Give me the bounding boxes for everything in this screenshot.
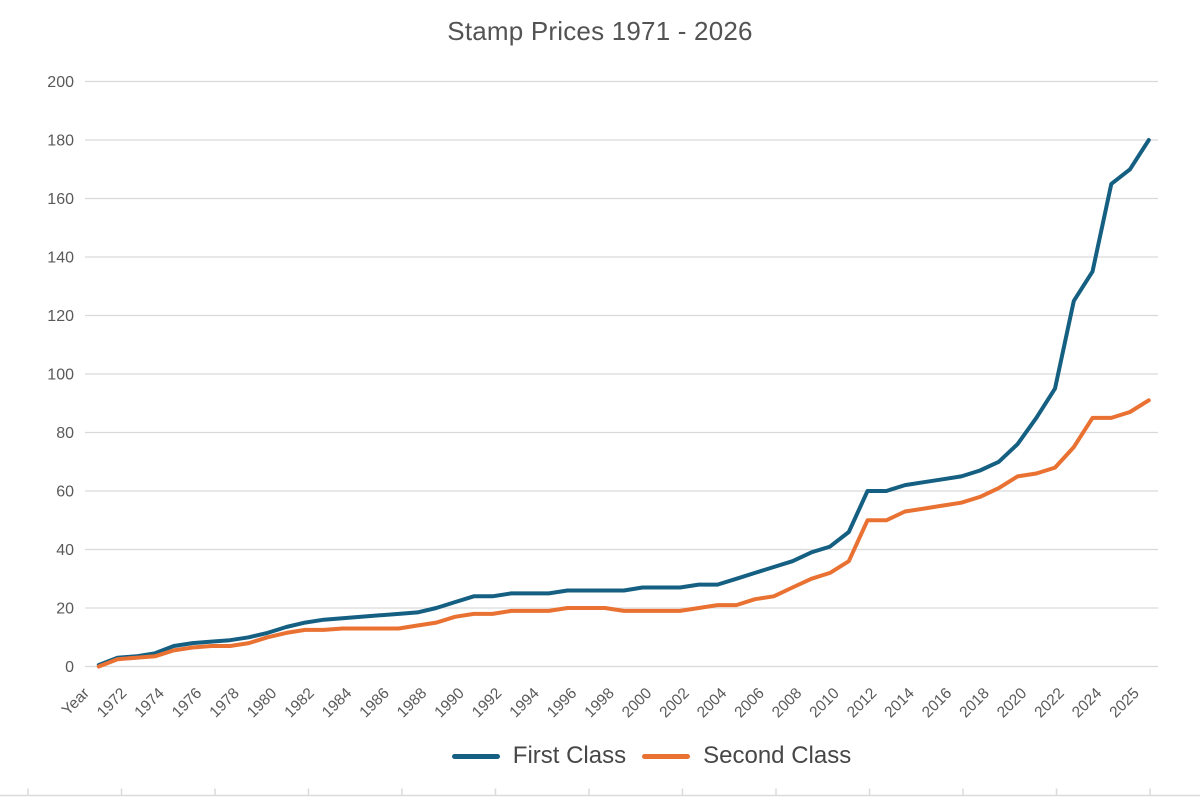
x-tick-label: Year: [59, 685, 93, 719]
x-tick-label: 2004: [694, 685, 731, 722]
series-line-second-class: [96, 398, 1151, 669]
x-tick-label: 2025: [1106, 685, 1142, 721]
series-line-first-class: [96, 138, 1151, 667]
x-tick-label: 1978: [206, 685, 242, 721]
x-tick-label: 2018: [956, 685, 992, 721]
x-tick-label: 1984: [319, 685, 356, 722]
x-tick-label: 1992: [469, 685, 505, 721]
x-tick-label: 2014: [881, 685, 918, 722]
legend-line-swatch: [642, 753, 691, 759]
x-axis-labels: Year 1972 1974 1976 1978 1980 1982 1984 1986 1988…: [59, 685, 1143, 722]
x-tick-label: 2012: [844, 685, 880, 721]
x-tick-label: 1990: [431, 685, 468, 722]
x-tick-label: 1994: [506, 685, 543, 722]
legend-label: Second Class: [703, 742, 852, 769]
legend-item-second-class: Second Class: [642, 742, 851, 770]
y-tick-label: 100: [47, 367, 74, 384]
x-tick-label: 1980: [244, 685, 281, 722]
y-tick-label: 60: [56, 484, 74, 501]
x-tick-label: 2020: [994, 685, 1031, 722]
y-tick-label: 0: [65, 659, 74, 676]
x-tick-label: 1986: [356, 685, 392, 721]
gridlines: [85, 80, 1158, 668]
x-tick-label: 2024: [1069, 685, 1106, 722]
legend-label: First Class: [512, 742, 627, 769]
y-tick-label: 180: [47, 133, 74, 150]
x-tick-label: 2008: [769, 685, 805, 721]
y-axis-labels: 0 20 40 60 80 100 120 140 160 180 200: [47, 74, 74, 676]
y-tick-label: 120: [47, 308, 74, 325]
y-tick-label: 160: [47, 191, 74, 208]
x-tick-label: 1988: [394, 685, 430, 721]
x-tick-label: 1974: [131, 685, 168, 722]
y-tick-label: 200: [47, 74, 74, 91]
y-tick-label: 40: [56, 542, 74, 559]
x-tick-label: 2000: [619, 685, 656, 722]
x-tick-label: 2002: [656, 685, 692, 721]
chart-title: Stamp Prices 1971 - 2026: [447, 16, 753, 46]
spreadsheet-cell-borders: [0, 788, 1200, 797]
x-tick-label: 1982: [281, 685, 317, 721]
x-tick-label: 2006: [731, 685, 767, 721]
x-tick-label: 1998: [581, 685, 617, 721]
chart-legend: First Class Second Class: [115, 742, 1188, 770]
y-tick-label: 80: [56, 425, 74, 442]
x-tick-label: 2016: [919, 685, 955, 721]
x-tick-label: 2010: [806, 685, 843, 722]
x-tick-label: 1996: [544, 685, 580, 721]
y-tick-label: 140: [47, 250, 74, 267]
legend-line-swatch: [451, 753, 500, 759]
x-tick-label: 1976: [169, 685, 205, 721]
legend-item-first-class: First Class: [451, 742, 627, 770]
y-tick-label: 20: [56, 601, 74, 618]
x-tick-label: 2022: [1031, 685, 1067, 721]
x-tick-label: 1972: [94, 685, 130, 721]
